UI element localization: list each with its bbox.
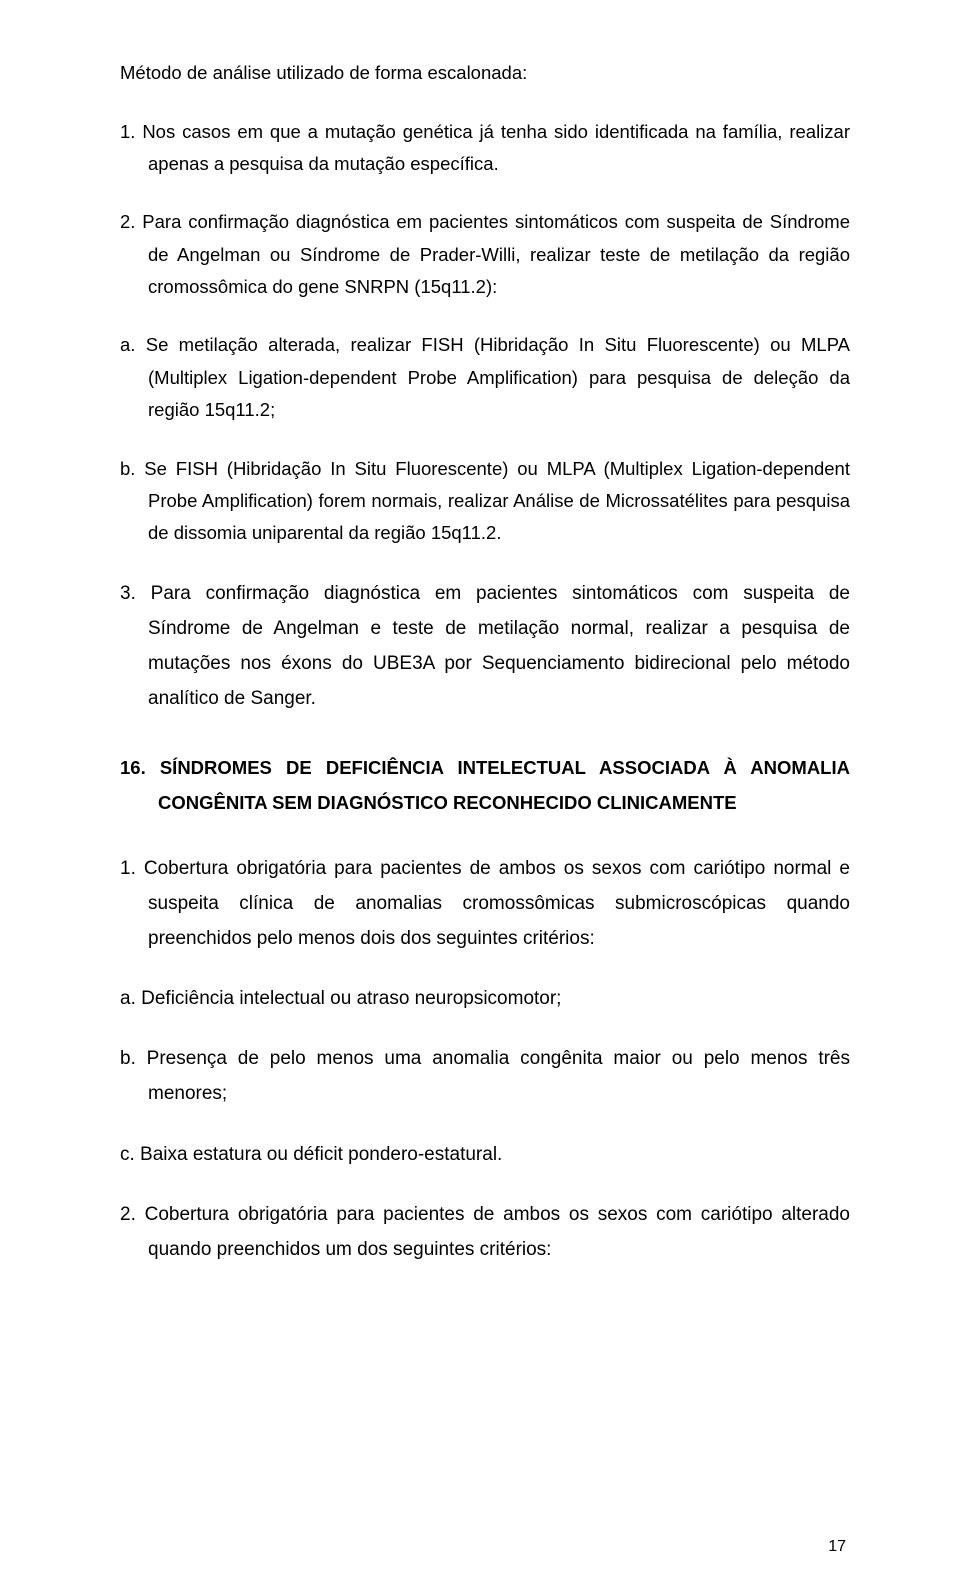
section-16-title: 16. SÍNDROMES DE DEFICIÊNCIA INTELECTUAL…	[120, 750, 850, 820]
list-item-3: 3. Para confirmação diagnóstica em pacie…	[120, 576, 850, 717]
list-item-2a: a. Se metilação alterada, realizar FISH …	[120, 329, 850, 426]
method-heading: Método de análise utilizado de forma esc…	[120, 58, 850, 88]
page-number: 17	[828, 1538, 846, 1556]
document-page: Método de análise utilizado de forma esc…	[0, 0, 960, 1588]
list-item-1: 1. Nos casos em que a mutação genética j…	[120, 116, 850, 181]
s16-item-2: 2. Cobertura obrigatória para pacientes …	[120, 1197, 850, 1267]
s16-item-a: a. Deficiência intelectual ou atraso neu…	[120, 982, 850, 1015]
s16-item-c: c. Baixa estatura ou déficit pondero-est…	[120, 1138, 850, 1171]
s16-item-1: 1. Cobertura obrigatória para pacientes …	[120, 851, 850, 956]
s16-item-b: b. Presença de pelo menos uma anomalia c…	[120, 1041, 850, 1111]
list-item-2: 2. Para confirmação diagnóstica em pacie…	[120, 206, 850, 303]
list-item-2b: b. Se FISH (Hibridação In Situ Fluoresce…	[120, 453, 850, 550]
